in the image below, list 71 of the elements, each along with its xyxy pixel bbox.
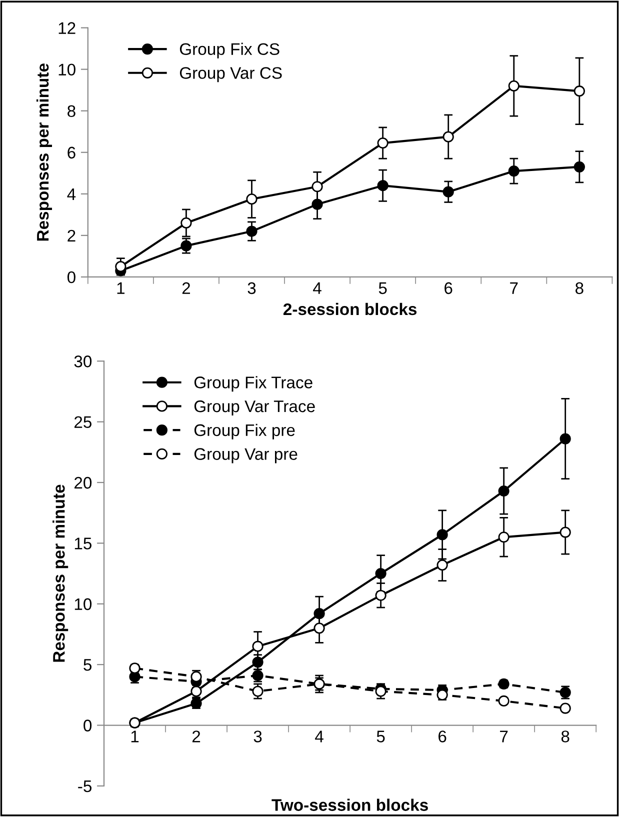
x-tick-label: 2 xyxy=(182,282,190,294)
point xyxy=(508,80,520,92)
x-tick-label: 3 xyxy=(254,730,262,742)
point xyxy=(314,622,325,634)
point xyxy=(498,485,510,497)
point xyxy=(312,181,323,192)
y-tick-label: 0 xyxy=(84,720,92,732)
point xyxy=(377,180,388,192)
point xyxy=(314,608,325,620)
point xyxy=(560,702,571,714)
point xyxy=(498,532,510,543)
y-tick-label: 8 xyxy=(68,105,76,118)
point xyxy=(560,526,571,538)
y-axis-title: Responses per minute xyxy=(36,64,52,241)
point xyxy=(246,194,258,205)
x-tick-label: 8 xyxy=(576,282,584,294)
legend-label: Group Fix Trace xyxy=(194,376,312,392)
point xyxy=(312,198,323,210)
point xyxy=(436,689,448,700)
point xyxy=(252,640,264,652)
legend-label: Group Var pre xyxy=(194,448,298,464)
x-tick-label: 7 xyxy=(500,730,508,742)
point xyxy=(498,678,510,690)
point xyxy=(436,529,448,540)
point xyxy=(180,217,192,229)
legend-label: Group Fix pre xyxy=(194,424,295,440)
x-tick-label: 1 xyxy=(117,282,124,294)
y-tick-label: 20 xyxy=(74,476,92,489)
point xyxy=(508,166,520,177)
y-tick-label: 10 xyxy=(74,598,92,610)
point xyxy=(498,695,510,707)
point xyxy=(115,261,126,272)
point xyxy=(442,131,454,142)
x-tick-label: 5 xyxy=(378,282,387,294)
x-tick-label: 4 xyxy=(313,282,322,294)
legend-label: Group Fix CS xyxy=(180,42,280,58)
x-tick-label: 3 xyxy=(248,282,256,294)
y-tick-label: 0 xyxy=(67,271,76,284)
point xyxy=(436,559,448,571)
x-tick-label: 8 xyxy=(561,730,570,742)
x-axis-title: Two-session blocks xyxy=(272,798,428,811)
y-tick-label: 4 xyxy=(67,188,76,200)
x-axis-title: 2-session blocks xyxy=(283,302,417,316)
point xyxy=(560,433,571,444)
y-axis-title: Responses per minute xyxy=(52,484,68,662)
y-tick-label: 5 xyxy=(84,659,92,671)
x-tick-label: 2 xyxy=(192,730,200,742)
x-tick-label: 6 xyxy=(438,730,446,742)
y-tick-label: 6 xyxy=(68,146,76,159)
x-tick-label: 1 xyxy=(131,730,139,742)
point xyxy=(377,137,388,149)
legend-label: Group Var Trace xyxy=(194,400,315,416)
y-tick-label: 25 xyxy=(74,416,92,428)
point xyxy=(442,186,454,198)
x-tick-label: 4 xyxy=(315,730,324,742)
y-tick-label: 15 xyxy=(74,538,92,550)
x-tick-label: 7 xyxy=(510,282,518,294)
point xyxy=(574,161,585,172)
point xyxy=(375,686,386,697)
point xyxy=(574,86,585,97)
y-tick-label: 10 xyxy=(58,64,76,76)
y-tick-label: 12 xyxy=(58,22,76,34)
point xyxy=(246,226,258,237)
y-tick-label: -5 xyxy=(78,780,92,792)
y-tick-label: 30 xyxy=(74,356,92,368)
legend-label: Group Var CS xyxy=(180,67,282,82)
y-tick-label: 2 xyxy=(68,230,76,242)
point xyxy=(375,568,386,580)
point xyxy=(375,590,386,601)
x-tick-label: 6 xyxy=(444,282,452,294)
x-tick-label: 5 xyxy=(376,730,385,742)
